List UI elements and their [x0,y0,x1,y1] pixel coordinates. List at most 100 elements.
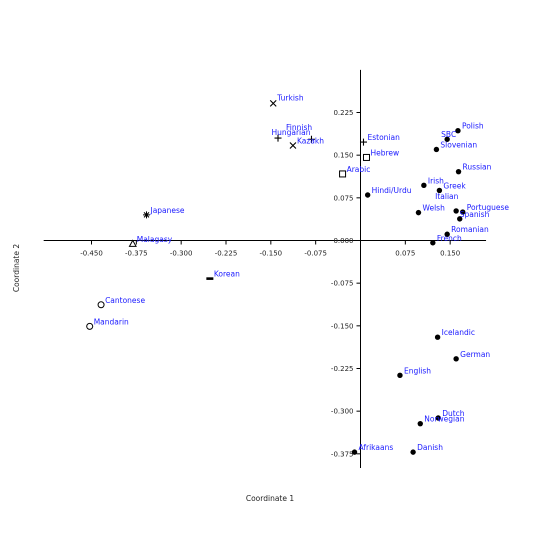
data-point: Turkish [269,93,304,107]
axes [43,69,487,469]
point-label: Portuguese [467,203,510,212]
data-point: Norwegian [417,415,465,427]
data-point: Arabic [339,165,371,178]
point-label: Afrikaans [359,443,394,452]
point-label: SBC [441,130,456,139]
dash-marker [206,277,214,280]
point-label: Hungarian [271,128,310,137]
dot-marker [415,209,422,216]
point-label: Greek [443,181,466,190]
point-label: Hebrew [370,148,399,157]
x-tick-label: -0.075 [304,250,327,258]
dot-marker [433,146,440,153]
data-point: Cantonese [97,296,145,309]
point-label: Korean [214,270,240,279]
y-tick-label: 0.000 [333,237,353,245]
point-label: Welsh [422,204,445,213]
data-point: Spanish [457,210,490,222]
x-marker [289,142,297,149]
y-tick-label: -0.375 [331,450,354,458]
point-label: Romanian [451,225,489,234]
data-point: Japanese [142,206,185,219]
point-label: Cantonese [105,296,145,305]
point-label: Irish [428,176,444,185]
point-label: Estonian [367,133,400,142]
x-tick-label: -0.375 [125,250,148,258]
point-label: Russian [463,163,492,172]
data-point: Romanian [444,225,489,237]
dot-marker [453,208,459,214]
x-tick-label: -0.450 [80,250,103,258]
data-point: Mandarin [86,317,129,330]
dot-marker [421,182,427,189]
dot-marker [460,209,466,215]
data-point: Hindi/Urdu [364,186,412,198]
dot-marker [364,192,371,198]
dot-marker [417,420,423,427]
data-point: Hungarian [271,128,315,143]
point-label: Slovenian [440,140,477,149]
data-point: German [453,350,490,362]
data-point: Slovenian [433,140,477,153]
y-tick-label: 0.225 [333,109,353,117]
data-point: French [430,234,462,246]
dot-marker [434,334,441,340]
dot-marker [351,449,358,455]
dot-marker [436,187,443,194]
data-point: Kazakh [289,136,324,149]
dot-marker [455,168,462,175]
circle-marker [86,322,94,330]
dot-marker [444,136,450,142]
dot-marker [455,128,461,134]
x-axis-title: Coordinate 1 [246,494,294,503]
data-point: Irish [421,176,444,189]
x-tick-label: 0.150 [440,250,460,258]
data-point: Estonian [359,133,400,146]
plus-marker [359,138,367,146]
data-point: Korean [206,270,240,280]
square-marker [339,170,347,178]
point-label: English [404,366,431,375]
point-label: Arabic [347,165,371,174]
point-label: Mandarin [94,317,129,326]
data-point: Afrikaans [351,443,394,455]
point-label: Italian [435,192,459,201]
plus-marker [274,134,282,142]
circle-marker [97,301,105,309]
data-point: Malagasy [128,235,173,247]
point-label: French [437,234,462,243]
dot-marker [444,231,450,237]
point-label: Icelandic [442,328,475,337]
x-tick-label: -0.225 [215,250,238,258]
point-label: Finnish [286,123,312,132]
data-point: Russian [455,163,492,175]
point-label: Dutch [442,409,465,418]
data-point: Portuguese [460,203,509,215]
data-point: Icelandic [434,328,475,340]
data-point: Finnish [274,123,312,142]
plus-marker [307,135,315,143]
data-point: Danish [410,443,443,455]
data-point: Italian [435,192,459,214]
point-label: Malagasy [137,235,173,244]
dot-marker [397,372,403,379]
y-tick-label: 0.150 [333,152,353,160]
y-tick-label: -0.150 [331,322,354,330]
ticks: -0.450 -0.375 -0.300 -0.225 -0.150 -0.075 0.07… [80,109,460,458]
point-label: German [460,350,490,359]
point-label: Kazakh [297,136,324,145]
point-label: Japanese [149,206,184,215]
dot-marker [435,415,441,421]
data-point: Greek [436,181,466,194]
point-label: Spanish [460,210,490,219]
square-marker [362,153,370,161]
data-point: Polish [455,122,484,134]
point-label: Polish [462,122,484,131]
dot-marker [453,356,459,362]
data-point: SBC [441,130,456,142]
star-marker [142,211,150,219]
x-marker [269,100,277,107]
y-tick-label: 0.075 [333,194,353,202]
y-tick-label: -0.225 [331,365,354,373]
